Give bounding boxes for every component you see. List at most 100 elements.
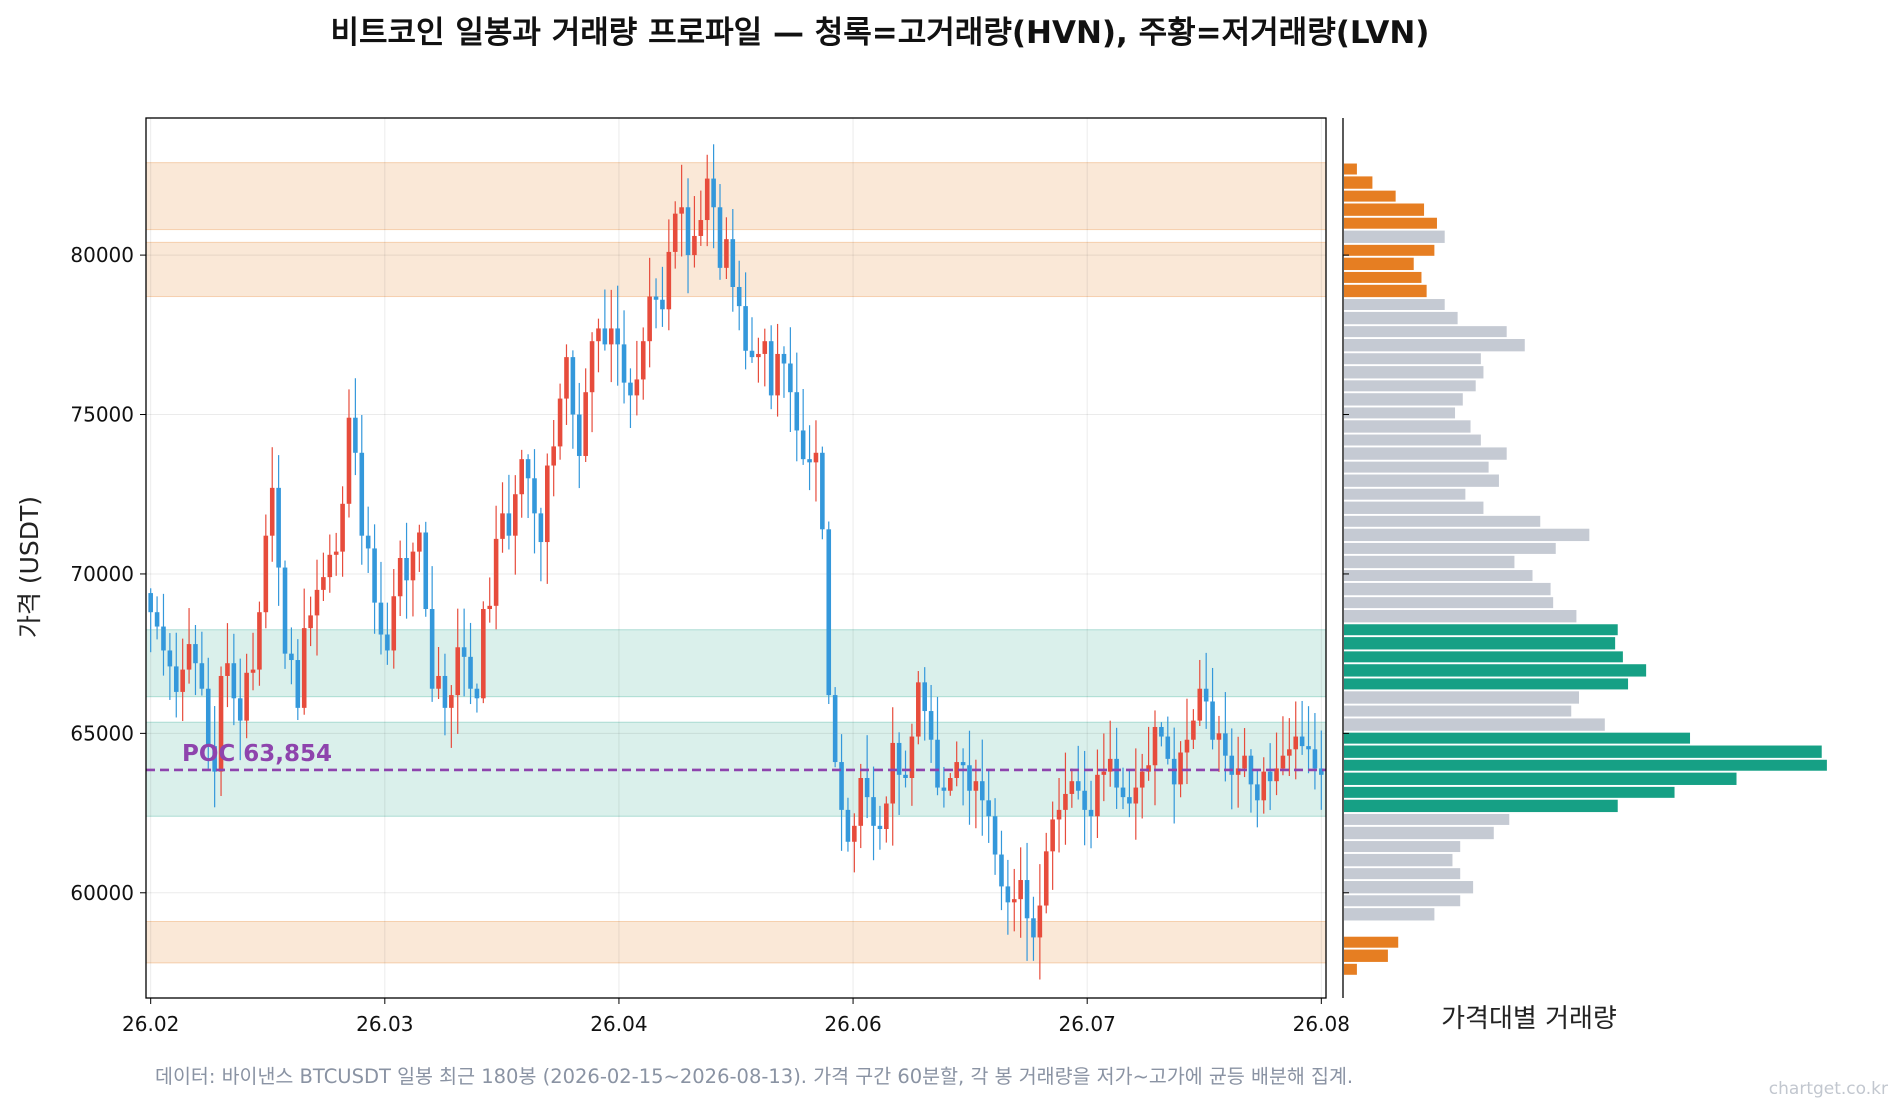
candle-body: [1216, 733, 1222, 740]
candle-body: [583, 392, 588, 456]
candle-body: [1146, 765, 1151, 772]
candle-body: [858, 778, 864, 826]
candle-body: [289, 653, 294, 661]
profile-bar: [1344, 624, 1618, 636]
candle-body: [724, 239, 729, 268]
profile-bar: [1344, 799, 1618, 813]
profile-bar: [1344, 420, 1471, 433]
candle-body: [749, 350, 755, 358]
candle-body: [295, 660, 301, 708]
candle-body: [1255, 784, 1260, 801]
profile-bar: [1344, 895, 1461, 907]
profile-bar: [1344, 461, 1489, 473]
candle-body: [871, 797, 876, 826]
lvn-zone-1: [145, 241, 1327, 298]
candle-body: [564, 357, 569, 399]
candle-body: [935, 739, 940, 788]
candle-body: [979, 781, 985, 801]
candle-body: [161, 626, 166, 651]
candle-body: [743, 306, 748, 351]
candle-body: [1056, 809, 1062, 820]
profile-bar: [1344, 637, 1616, 650]
x-tick-label: 26.07: [1059, 1012, 1116, 1036]
candle-body: [794, 392, 800, 431]
candle-body: [1184, 739, 1190, 753]
candle-body: [487, 605, 493, 610]
profile-bar: [1344, 230, 1445, 243]
candle-body: [551, 446, 556, 466]
profile-bar: [1344, 257, 1414, 271]
candle-body: [385, 634, 390, 651]
candle-body: [429, 609, 435, 689]
candle-body: [1191, 720, 1196, 740]
candle-body: [154, 612, 160, 627]
candle-body: [832, 695, 838, 763]
candle-body: [525, 459, 531, 479]
candle-body: [1152, 726, 1158, 766]
candle-body: [333, 551, 339, 555]
candle-body: [1235, 768, 1241, 775]
candle-body: [1312, 749, 1318, 769]
candle-body: [621, 344, 627, 383]
candle-body: [1299, 736, 1305, 747]
profile-bar: [1344, 393, 1463, 406]
candle-body: [916, 682, 921, 737]
profile-bar: [1344, 664, 1647, 677]
candle-body: [186, 644, 192, 670]
candle-body: [436, 675, 441, 689]
candle-body: [589, 341, 595, 393]
candle-body: [788, 363, 793, 393]
candle-body: [1114, 758, 1119, 788]
profile-bar: [1344, 732, 1691, 744]
candle-body: [1031, 918, 1036, 938]
profile-bar: [1344, 555, 1515, 569]
candle-body: [1133, 787, 1139, 804]
profile-bar: [1344, 271, 1422, 283]
candle-body: [1120, 787, 1126, 798]
candle-body: [1005, 886, 1011, 903]
candle-body: [493, 538, 499, 606]
candle-body: [640, 341, 646, 380]
candle-body: [1159, 726, 1164, 737]
candle-body: [513, 494, 518, 536]
candle-body: [391, 596, 397, 651]
candle-body: [615, 328, 620, 345]
candle-body: [666, 251, 672, 310]
candle-body: [685, 207, 691, 256]
candle-body: [1127, 797, 1132, 804]
lvn-zone-2: [145, 920, 1327, 964]
profile-bar: [1344, 380, 1476, 392]
profile-bar: [1344, 759, 1827, 771]
profile-bar: [1344, 936, 1399, 948]
candle-body: [1210, 701, 1215, 740]
profile-bar: [1344, 203, 1425, 216]
candle-body: [167, 650, 173, 667]
candle-body: [660, 299, 665, 310]
candle-body: [205, 688, 211, 747]
candle-body: [1319, 768, 1324, 775]
profile-bar: [1344, 582, 1551, 596]
candle-body: [500, 513, 505, 539]
profile-bar: [1344, 434, 1481, 446]
candle-body: [1037, 905, 1043, 938]
profile-bar: [1344, 244, 1435, 256]
profile-bar: [1344, 691, 1579, 704]
profile-bar: [1344, 163, 1357, 175]
candle-body: [250, 669, 256, 673]
candle-body: [928, 711, 934, 740]
profile-bar: [1344, 570, 1533, 582]
profile-bar: [1344, 786, 1675, 798]
candlestick-plot: POC 63,854 60000 65000 70000 75000 80000 26.02…: [70, 117, 1350, 1036]
profile-bar: [1344, 366, 1484, 379]
x-tick-label: 26.03: [356, 1012, 413, 1036]
profile-bar: [1344, 542, 1556, 554]
profile-bar: [1344, 772, 1737, 785]
candle-body: [1171, 758, 1177, 785]
candle-body: [602, 328, 608, 345]
candle-body: [1063, 793, 1068, 810]
candle-body: [1261, 771, 1267, 801]
candle-body: [276, 487, 281, 568]
profile-bar: [1344, 501, 1484, 514]
lvn-zone-0: [145, 162, 1327, 231]
candle-body: [148, 593, 153, 613]
